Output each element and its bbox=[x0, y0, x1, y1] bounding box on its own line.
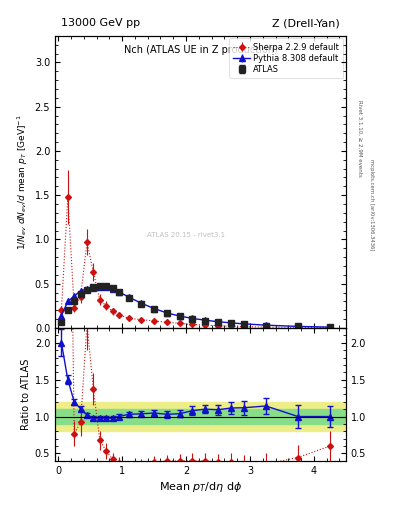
Y-axis label: Ratio to ATLAS: Ratio to ATLAS bbox=[20, 359, 31, 430]
Text: ATLAS 20.15 - rivet3.1: ATLAS 20.15 - rivet3.1 bbox=[147, 231, 225, 238]
Legend: Sherpa 2.2.9 default, Pythia 8.308 default, ATLAS: Sherpa 2.2.9 default, Pythia 8.308 defau… bbox=[229, 38, 343, 78]
Text: Rivet 3.1.10, ≥ 2.9M events: Rivet 3.1.10, ≥ 2.9M events bbox=[357, 100, 362, 177]
Text: Z (Drell-Yan): Z (Drell-Yan) bbox=[272, 18, 340, 28]
Text: Nch (ATLAS UE in Z production): Nch (ATLAS UE in Z production) bbox=[123, 45, 277, 55]
Y-axis label: $1/N_{ev}$ $dN_{ev}/d$ mean $p_T$ $[\mathrm{GeV}]^{-1}$: $1/N_{ev}$ $dN_{ev}/d$ mean $p_T$ $[\mat… bbox=[16, 114, 31, 250]
Text: mcplots.cern.ch [arXiv:1306.3436]: mcplots.cern.ch [arXiv:1306.3436] bbox=[369, 159, 374, 250]
Text: 13000 GeV pp: 13000 GeV pp bbox=[61, 18, 140, 28]
X-axis label: Mean $p_T$/d$\eta$ d$\phi$: Mean $p_T$/d$\eta$ d$\phi$ bbox=[159, 480, 242, 494]
